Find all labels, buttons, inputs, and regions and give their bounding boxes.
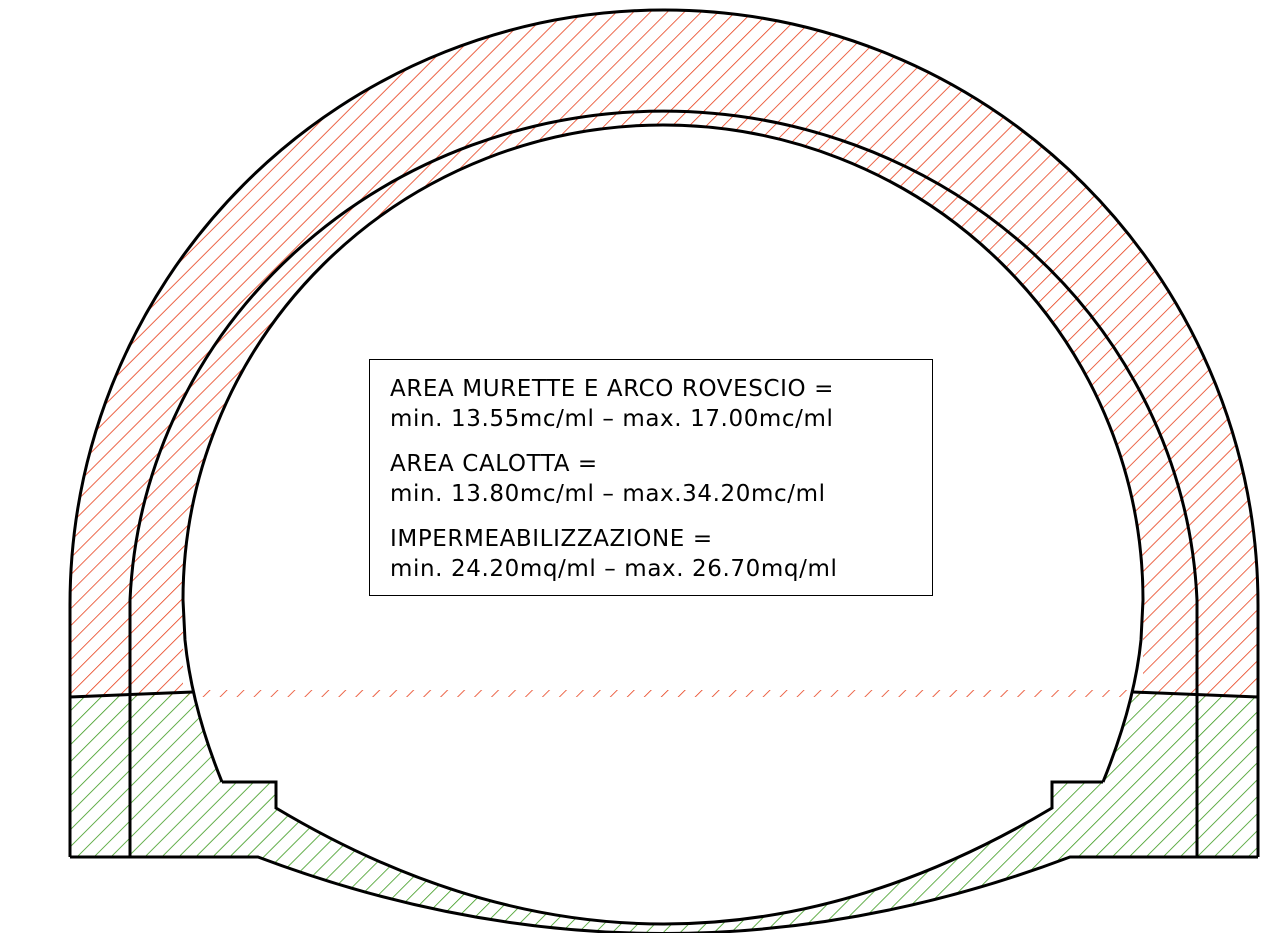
legend-impermeabilizzazione-title: IMPERMEABILIZZAZIONE = (390, 526, 713, 552)
legend-calotta-title: AREA CALOTTA = (390, 451, 598, 477)
legend-group-calotta: AREA CALOTTA = min. 13.80mc/ml – max.34.… (390, 449, 932, 509)
intrados-line (181, 123, 1145, 783)
legend-impermeabilizzazione-value: min. 24.20mq/ml – max. 26.70mq/ml (390, 556, 838, 582)
legend-group-impermeabilizzazione: IMPERMEABILIZZAZIONE = min. 24.20mq/ml –… (390, 524, 932, 584)
waterproofing-line (128, 109, 1199, 857)
joint-line-left (69, 690, 194, 699)
invert-inner-line (222, 780, 1103, 926)
legend-murette-value: min. 13.55mc/ml – max. 17.00mc/ml (390, 406, 834, 432)
outer-extrados-line (68, 8, 1260, 857)
legend-calotta-value: min. 13.80mc/ml – max.34.20mc/ml (390, 481, 826, 507)
section-outlines (68, 8, 1260, 933)
joint-line-right (1132, 690, 1259, 699)
calotta-area (70, 10, 1258, 697)
legend-murette-title: AREA MURETTE E ARCO ROVESCIO = (390, 376, 834, 402)
area-legend-box: AREA MURETTE E ARCO ROVESCIO = min. 13.5… (369, 359, 933, 596)
base-line (70, 855, 1258, 933)
legend-group-murette: AREA MURETTE E ARCO ROVESCIO = min. 13.5… (390, 374, 932, 434)
murette-arco-area (70, 692, 1258, 933)
